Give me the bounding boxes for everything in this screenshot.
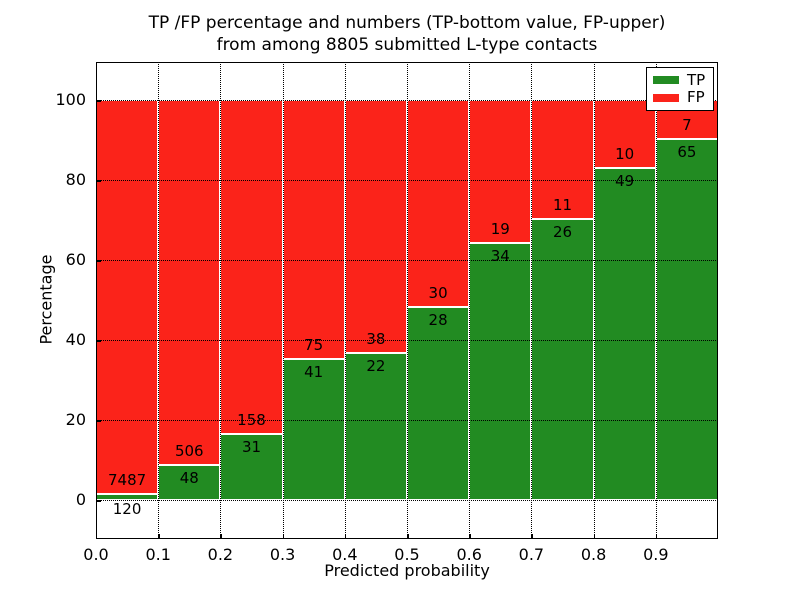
bar-segment-fp <box>407 100 470 307</box>
x-tick-label: 0.5 <box>394 545 420 564</box>
bar-label-fp: 30 <box>428 283 448 302</box>
legend-swatch-tp-icon <box>653 76 679 85</box>
vertical-gridline <box>282 62 284 539</box>
x-tick-mark <box>593 534 596 539</box>
x-tick-label: 0.7 <box>518 545 545 564</box>
bar-label-fp: 158 <box>237 411 266 430</box>
y-tick-label: 60 <box>65 250 86 269</box>
bar-segment-fp <box>593 100 656 168</box>
x-tick-label: 0.4 <box>332 545 358 564</box>
bar-segment-fp <box>282 100 345 359</box>
horizontal-gridline <box>96 260 718 261</box>
bar-segment-tp <box>655 138 718 500</box>
x-tick-mark <box>158 534 160 539</box>
bar-segment-tp <box>469 243 532 500</box>
bar-label-tp: 41 <box>304 362 324 381</box>
x-tick-label: 0.8 <box>580 545 607 564</box>
x-tick-mark <box>220 534 222 539</box>
vertical-gridline <box>469 62 471 539</box>
vertical-gridline <box>531 62 533 539</box>
legend: TP FP <box>646 67 714 111</box>
x-tick-label: 0.0 <box>83 545 109 564</box>
bar-segment-fp <box>158 100 221 466</box>
y-tick-mark <box>96 420 101 422</box>
bar-segment-tp <box>344 353 407 500</box>
bar-label-fp: 38 <box>366 330 386 349</box>
bar-label-fp: 7 <box>682 115 692 134</box>
chart-title-line2: from among 8805 submitted L-type contact… <box>216 35 598 55</box>
bar-segment-fp <box>220 100 283 435</box>
bar-segment-tp <box>531 218 594 500</box>
bar-segment-tp <box>158 465 221 500</box>
bar-label-tp: 48 <box>179 469 199 488</box>
horizontal-gridline <box>96 100 718 101</box>
chart-title: TP /FP percentage and numbers (TP-bottom… <box>107 12 707 56</box>
x-tick-mark <box>469 534 471 539</box>
y-tick-label: 100 <box>55 90 86 109</box>
horizontal-gridline <box>96 180 718 181</box>
bar-label-fp: 75 <box>304 335 324 354</box>
plot-area: 7487 120 506 48 158 31 75 41 38 22 30 28 19 34 11 26 10 4… <box>96 62 718 539</box>
x-tick-mark <box>282 534 285 539</box>
y-tick-mark <box>96 340 101 342</box>
x-tick-mark <box>655 534 658 539</box>
bar-segment-tp <box>220 434 283 500</box>
vertical-gridline <box>655 62 657 539</box>
bar-label-tp: 22 <box>366 357 386 376</box>
bar-label-fp: 11 <box>552 195 573 214</box>
x-axis-label: Predicted probability <box>324 561 490 580</box>
bar-label-fp: 19 <box>490 220 510 239</box>
y-tick-label: 40 <box>65 330 86 349</box>
horizontal-gridline <box>96 500 718 501</box>
x-tick-label: 0.1 <box>145 545 171 564</box>
legend-label-fp: FP <box>687 88 705 107</box>
y-tick-mark <box>96 500 101 502</box>
vertical-gridline <box>407 62 408 539</box>
vertical-gridline <box>593 62 595 539</box>
bar-segment-fp <box>469 100 532 244</box>
bar-segment-tp <box>282 358 345 500</box>
x-tick-label: 0.9 <box>643 545 669 564</box>
bar-label-tp: 65 <box>677 142 697 161</box>
bar-label-tp: 28 <box>428 310 448 329</box>
x-tick-mark <box>344 534 347 539</box>
bar-label-fp: 506 <box>174 442 204 461</box>
y-tick-label: 0 <box>75 490 86 509</box>
vertical-gridline <box>220 62 222 539</box>
x-tick-mark <box>531 534 533 539</box>
bar-label-fp: 7487 <box>108 470 147 489</box>
x-tick-label: 0.3 <box>269 545 296 564</box>
bar-label-tp: 31 <box>241 438 262 457</box>
horizontal-gridline <box>96 420 718 421</box>
bar-label-tp: 26 <box>552 222 573 241</box>
y-tick-mark <box>96 180 101 182</box>
x-tick-label: 0.2 <box>207 545 234 564</box>
vertical-gridline <box>158 62 160 539</box>
bar-segment-fp <box>344 100 407 354</box>
legend-swatch-fp-icon <box>653 93 679 102</box>
bar-segment-tp <box>407 306 470 500</box>
y-tick-mark <box>96 100 101 102</box>
x-tick-label: 0.6 <box>456 545 482 564</box>
chart-title-line1: TP /FP percentage and numbers (TP-bottom… <box>148 13 666 33</box>
y-axis-label: Percentage <box>36 254 56 345</box>
y-tick-mark <box>96 260 101 262</box>
bar-label-tp: 34 <box>490 247 510 266</box>
legend-entry-fp: FP <box>653 90 707 105</box>
x-tick-mark <box>407 534 409 539</box>
vertical-gridline <box>344 62 346 539</box>
horizontal-gridline <box>96 340 718 341</box>
bar-segment-tp <box>593 167 656 500</box>
bar-label-tp: 49 <box>615 171 635 190</box>
bar-segment-fp <box>96 100 159 494</box>
bar-label-fp: 10 <box>615 144 635 163</box>
legend-entry-tp: TP <box>653 70 707 89</box>
y-tick-label: 20 <box>65 410 86 429</box>
legend-label-tp: TP <box>687 70 706 89</box>
y-tick-label: 80 <box>65 170 86 189</box>
bar-label-tp: 120 <box>112 500 142 518</box>
